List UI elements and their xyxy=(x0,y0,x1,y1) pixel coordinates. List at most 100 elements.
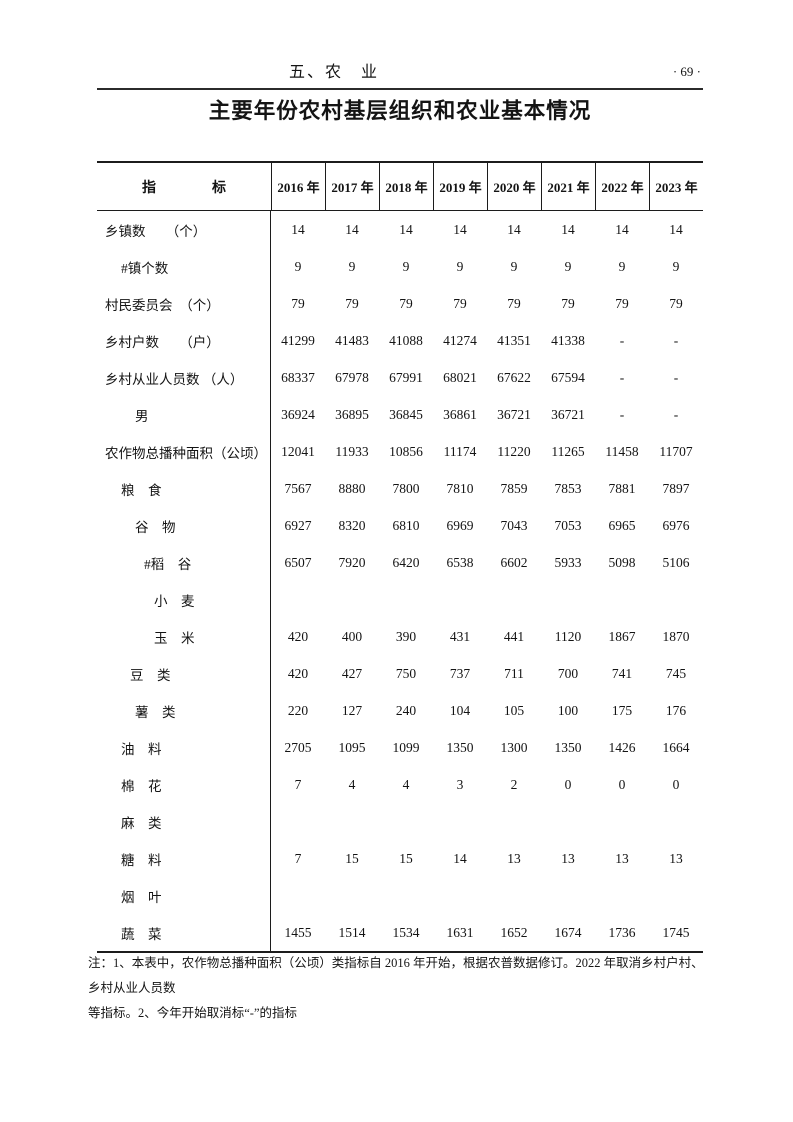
cell-value: 79 xyxy=(399,295,413,311)
cell-value: 441 xyxy=(503,628,525,644)
cell-value: 6420 xyxy=(392,554,420,570)
cell-value: 67978 xyxy=(335,369,369,385)
cell-value: 1736 xyxy=(608,924,636,940)
table-row: 乡村从业人员数 （人） 68337 67978 67991 68021 67622 6759… xyxy=(97,359,703,396)
cell-value: 6969 xyxy=(446,517,474,533)
year-column-header: 2023 年 xyxy=(649,163,703,210)
statistics-table: 指 标 2016 年 2017 年 2018 年 2019 年 2020 年 2… xyxy=(97,161,703,953)
cell-value: 6965 xyxy=(608,517,636,533)
cell-value: 41351 xyxy=(497,332,531,348)
cell-value: 14 xyxy=(507,221,521,237)
cell-value: 67991 xyxy=(389,369,423,385)
cell-value: 7 xyxy=(294,850,302,866)
row-label: 豆 类 xyxy=(97,655,271,692)
footnote-line: 注：1、本表中，农作物总播种面积（公顷）类指标自 2016 年开始，根据农普数据… xyxy=(88,956,704,995)
cell-value: 41088 xyxy=(389,332,423,348)
cell-value: 175 xyxy=(611,702,633,718)
cell-value: 220 xyxy=(287,702,309,718)
year-column-header: 2021 年 xyxy=(541,163,595,210)
cell-value: 79 xyxy=(453,295,467,311)
year-column-header: 2016 年 xyxy=(271,163,325,210)
cell-value: 7853 xyxy=(554,480,582,496)
cell-value: 750 xyxy=(395,665,417,681)
row-label: 烟 叶 xyxy=(97,877,271,914)
cell-value: 7920 xyxy=(338,554,366,570)
running-head: 五、农 业 · 69 · xyxy=(97,56,703,90)
table-row: 乡镇数 （个） 14 14 14 14 14 14 14 14 xyxy=(97,211,703,248)
row-label: 小 麦 xyxy=(97,581,271,618)
year-column-header: 2018 年 xyxy=(379,163,433,210)
cell-value: 1095 xyxy=(338,739,366,755)
table-row: 薯 类 220 127 240 104 105 100 175 176 xyxy=(97,692,703,729)
cell-value: 13 xyxy=(561,850,575,866)
row-label: 粮 食 xyxy=(97,470,271,507)
cell-value xyxy=(649,877,703,914)
cell-value: 36721 xyxy=(551,406,585,422)
cell-value: 6602 xyxy=(500,554,528,570)
cell-value: 104 xyxy=(449,702,471,718)
cell-value: 79 xyxy=(561,295,575,311)
row-label: 油 料 xyxy=(97,729,271,766)
cell-value: 36845 xyxy=(389,406,423,422)
cell-value xyxy=(271,803,325,840)
row-label: 乡村从业人员数 （人） xyxy=(97,359,271,396)
cell-value: 431 xyxy=(449,628,471,644)
cell-value: 8880 xyxy=(338,480,366,496)
cell-value: 7567 xyxy=(284,480,312,496)
table-row: 谷 物 6927 8320 6810 6969 7043 7053 6965 6976 xyxy=(97,507,703,544)
footnote-line: 等指标。2、今年开始取消标“-”的指标 xyxy=(88,1006,298,1020)
cell-value: 11933 xyxy=(335,443,369,459)
year-column-header: 2022 年 xyxy=(595,163,649,210)
cell-value xyxy=(379,877,433,914)
cell-value: 14 xyxy=(291,221,305,237)
row-label: 谷 物 xyxy=(97,507,271,544)
table-row: #稻 谷 6507 7920 6420 6538 6602 5933 5098 5106 xyxy=(97,544,703,581)
table-row: #镇个数 9 9 9 9 9 9 9 9 xyxy=(97,248,703,285)
table-row: 棉 花 7 4 4 3 2 0 0 0 xyxy=(97,766,703,803)
cell-value: 68337 xyxy=(281,369,315,385)
row-label: 棉 花 xyxy=(97,766,271,803)
year-column-header: 2019 年 xyxy=(433,163,487,210)
cell-value: 5933 xyxy=(554,554,582,570)
cell-value: 36895 xyxy=(335,406,369,422)
cell-value: 41274 xyxy=(443,332,477,348)
page-number: · 69 · xyxy=(672,64,701,79)
cell-value: 1867 xyxy=(608,628,636,644)
cell-value xyxy=(595,803,649,840)
cell-value: 7881 xyxy=(608,480,636,496)
cell-value: 4 xyxy=(402,776,410,792)
cell-value: 36861 xyxy=(443,406,477,422)
cell-value: 68021 xyxy=(443,369,477,385)
cell-value: 11458 xyxy=(605,443,639,459)
section-title: 五、农 业 xyxy=(289,64,380,81)
year-column-header: 2017 年 xyxy=(325,163,379,210)
cell-value: 0 xyxy=(564,776,572,792)
cell-value xyxy=(433,803,487,840)
cell-value xyxy=(487,803,541,840)
table-body: 乡镇数 （个） 14 14 14 14 14 14 14 14 #镇个数 9 9 9 9 9 9 9 9 村民委员会… xyxy=(97,211,703,951)
row-label: 乡镇数 （个） xyxy=(97,211,271,248)
cell-value: 7043 xyxy=(500,517,528,533)
row-label: 乡村户数 （户） xyxy=(97,322,271,359)
cell-value: 36924 xyxy=(281,406,315,422)
cell-value: 1664 xyxy=(662,739,690,755)
cell-value: 13 xyxy=(507,850,521,866)
table-row: 农作物总播种面积（公顷） 12041 11933 10856 11174 11220 112… xyxy=(97,433,703,470)
row-label: #镇个数 xyxy=(97,248,271,285)
cell-value: 1350 xyxy=(446,739,474,755)
cell-value: 6507 xyxy=(284,554,312,570)
row-label: 村民委员会 （个） xyxy=(97,285,271,322)
cell-value: 2705 xyxy=(284,739,312,755)
cell-value: 41299 xyxy=(281,332,315,348)
cell-value: 737 xyxy=(449,665,471,681)
cell-value: 7859 xyxy=(500,480,528,496)
cell-value: 1674 xyxy=(554,924,582,940)
cell-value: - xyxy=(619,406,625,422)
table-row: 麻 类 xyxy=(97,803,703,840)
table-row: 糖 料 7 15 15 14 13 13 13 13 xyxy=(97,840,703,877)
cell-value xyxy=(649,581,703,618)
cell-value: 0 xyxy=(672,776,680,792)
cell-value: 0 xyxy=(618,776,626,792)
cell-value xyxy=(649,803,703,840)
cell-value: 15 xyxy=(345,850,359,866)
